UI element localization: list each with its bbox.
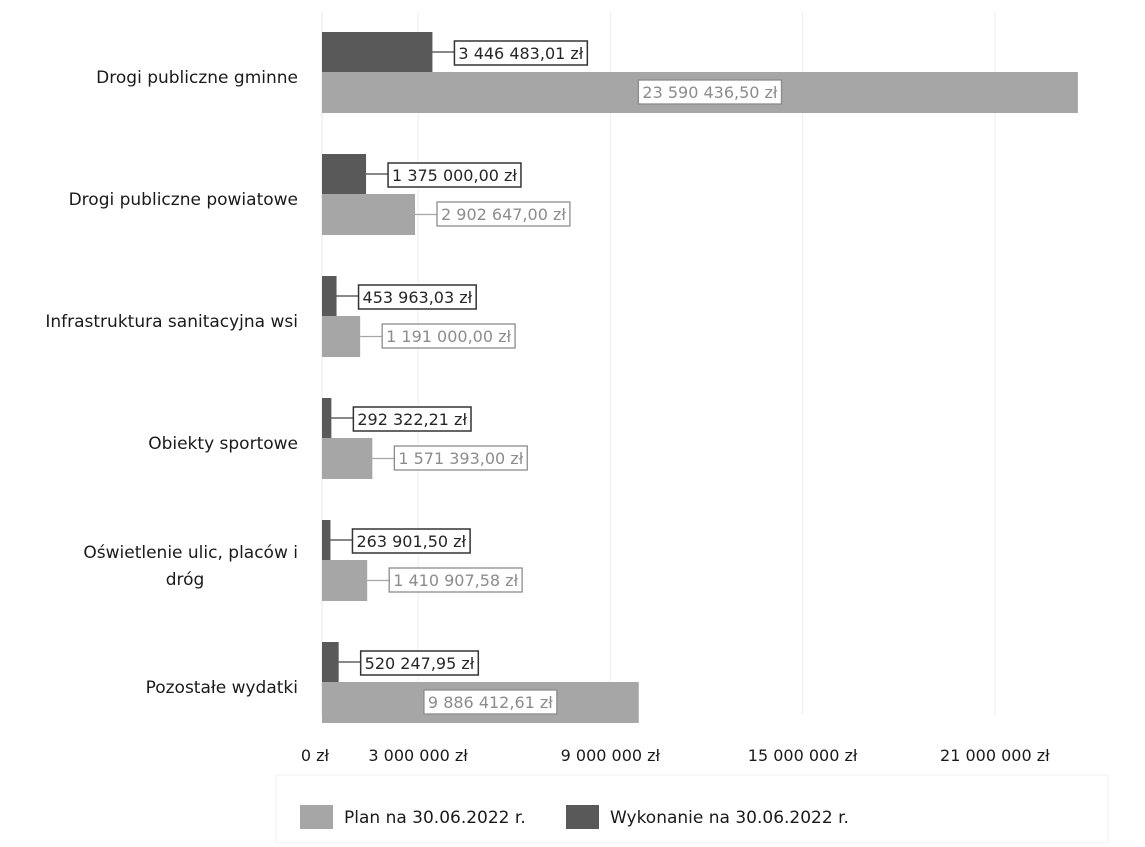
x-tick-label: 0 zł xyxy=(301,746,330,765)
data-label-wykonanie: 1 375 000,00 zł xyxy=(392,166,517,185)
category-labels: Drogi publiczne gminne Drogi publiczne po… xyxy=(45,68,298,698)
data-label-wykonanie: 453 963,03 zł xyxy=(363,288,473,307)
data-label-box xyxy=(357,284,477,310)
data-label-box xyxy=(388,567,523,593)
bar-plan xyxy=(322,560,368,601)
gridlines xyxy=(321,12,996,715)
data-label-wykonanie: 263 901,50 zł xyxy=(356,532,466,551)
legend: Plan na 30.06.2022 r. Wykonanie na 30.06.… xyxy=(275,774,1109,844)
data-label-wykonanie: 3 446 483,01 zł xyxy=(458,44,583,63)
data-label-plan: 1 191 000,00 zł xyxy=(386,327,511,346)
bar-wykonanie xyxy=(322,32,433,72)
category-label: Drogi publiczne powiatowe xyxy=(69,190,298,210)
data-label-box xyxy=(351,528,471,554)
bar-plan xyxy=(322,438,373,479)
data-label-box xyxy=(387,162,522,188)
bar-plan xyxy=(322,194,416,235)
data-label-box xyxy=(637,79,783,105)
x-axis-ticks: 0 zł 3 000 000 zł 9 000 000 zł 15 000 000 z… xyxy=(301,746,1050,765)
data-label-plan: 2 902 647,00 zł xyxy=(441,205,566,224)
data-label-box xyxy=(381,323,516,349)
x-tick-label: 3 000 000 zł xyxy=(368,746,468,765)
legend-label-wykonanie: Wykonanie na 30.06.2022 r. xyxy=(610,808,849,828)
category-label: Infrastruktura sanitacyjna wsi xyxy=(45,312,298,332)
category-label: Pozostałe wydatki xyxy=(146,678,298,698)
bar-wykonanie xyxy=(322,520,331,560)
legend-swatch-plan xyxy=(300,805,333,829)
data-label-box xyxy=(359,650,480,676)
data-label-plan: 9 886 412,61 zł xyxy=(428,693,553,712)
bars: 3 446 483,01 zł 23 590 436,50 zł 1 375 000… xyxy=(322,32,1078,723)
data-label-plan: 1 410 907,58 zł xyxy=(393,571,518,590)
category-label: Obiekty sportowe xyxy=(148,434,298,454)
data-label-wykonanie: 292 322,21 zł xyxy=(357,410,467,429)
category-label: dróg xyxy=(166,570,205,590)
category-label: Oświetlenie ulic, placów i xyxy=(83,543,298,563)
bar-wykonanie xyxy=(322,642,339,682)
x-tick-label: 9 000 000 zł xyxy=(561,746,661,765)
data-label-box xyxy=(453,40,589,66)
legend-label-plan: Plan na 30.06.2022 r. xyxy=(344,808,526,828)
x-tick-label: 21 000 000 zł xyxy=(940,746,1050,765)
bar-wykonanie xyxy=(322,276,337,316)
x-tick-label: 15 000 000 zł xyxy=(748,746,858,765)
legend-swatch-wykonanie xyxy=(566,805,599,829)
data-label-box xyxy=(352,406,472,432)
bar-wykonanie xyxy=(322,398,332,438)
bar-wykonanie xyxy=(322,154,367,194)
legend-frame xyxy=(275,774,1109,844)
data-label-box xyxy=(393,445,528,471)
bar-plan xyxy=(322,316,361,357)
data-label-plan: 1 571 393,00 zł xyxy=(398,449,523,468)
data-label-box xyxy=(436,201,571,227)
data-label-box xyxy=(423,689,558,715)
category-label: Drogi publiczne gminne xyxy=(96,68,298,88)
data-label-plan: 23 590 436,50 zł xyxy=(642,83,778,102)
data-label-wykonanie: 520 247,95 zł xyxy=(365,654,475,673)
